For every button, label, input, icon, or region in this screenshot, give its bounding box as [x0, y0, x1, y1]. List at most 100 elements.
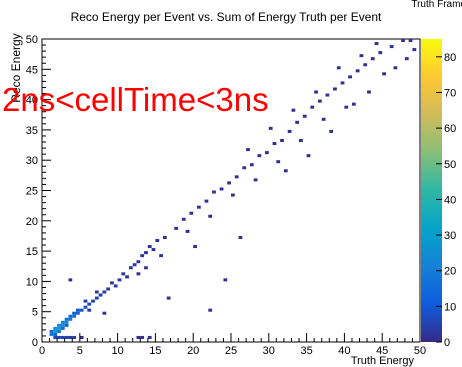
heatmap-bin: [393, 66, 398, 70]
heatmap-bin: [299, 138, 303, 143]
heatmap-bin: [79, 335, 84, 339]
heatmap-bin: [212, 190, 216, 194]
heatmap-bin: [64, 335, 69, 339]
heatmap-bin: [94, 290, 99, 294]
heatmap-bin: [60, 335, 65, 339]
heatmap-bin: [147, 335, 152, 339]
heatmap-bin: [102, 290, 107, 294]
heatmap-bin: [140, 335, 145, 339]
heatmap-bin: [140, 254, 145, 258]
heatmap-bin: [185, 229, 190, 233]
colorbar-tick-label: 40: [444, 194, 456, 206]
heatmap-bin: [189, 211, 194, 215]
heatmap-bin: [144, 266, 148, 270]
heatmap-bin: [57, 335, 61, 339]
heatmap-bin: [155, 238, 160, 243]
heatmap-bin: [64, 320, 69, 324]
colorbar-tick-label: 70: [444, 87, 456, 99]
heatmap-bin: [68, 317, 73, 321]
heatmap-bin: [246, 148, 250, 152]
y-tick-label: 10: [26, 276, 38, 288]
heatmap-bin: [49, 332, 54, 336]
heatmap-bin: [53, 329, 58, 333]
x-tick-label: 30: [263, 345, 275, 357]
heatmap-bin: [53, 335, 58, 339]
heatmap-bin: [193, 245, 197, 249]
y-tick-label: 15: [26, 246, 38, 258]
heatmap-bin: [60, 320, 65, 324]
heatmap-bin: [378, 51, 383, 55]
heatmap-bin: [132, 263, 137, 267]
heatmap-bin: [98, 293, 103, 297]
heatmap-bin: [382, 72, 386, 76]
heatmap-bin: [136, 272, 141, 276]
corner-label: Truth Frame: [411, 0, 462, 10]
x-tick-label: 0: [39, 345, 45, 357]
heatmap-bin: [181, 217, 186, 221]
heatmap-bin: [110, 281, 114, 285]
heatmap-bin: [83, 299, 88, 303]
time-cut-annotation: 2ns<cellTime<3ns: [2, 81, 269, 118]
heatmap-bin: [57, 326, 61, 330]
heatmap-bin: [355, 69, 360, 73]
heatmap-bin: [72, 314, 77, 318]
heatmap-bin: [306, 154, 311, 158]
heatmap-bin: [87, 308, 92, 312]
heatmap-bin: [208, 214, 213, 218]
heatmap-bin: [121, 272, 126, 276]
heatmap-bin: [231, 193, 235, 197]
heatmap-bin: [159, 254, 163, 258]
heatmap-bin: [125, 275, 129, 279]
heatmap-bin: [242, 166, 247, 170]
y-tick-label: 5: [32, 307, 38, 319]
heatmap-bin: [276, 160, 281, 164]
heatmap-bin: [287, 129, 292, 133]
heatmap-bin: [64, 317, 69, 321]
heatmap-bin: [113, 284, 118, 288]
heatmap-bin: [106, 287, 111, 291]
heatmap-bin: [208, 308, 213, 312]
heatmap-bin: [91, 299, 95, 303]
colorbar: [421, 39, 442, 342]
heatmap-bin: [219, 187, 224, 191]
heatmap-bin: [283, 169, 288, 173]
chart-title: Reco Energy per Event vs. Sum of Energy …: [71, 10, 382, 24]
heatmap-bin: [314, 90, 318, 94]
heatmap-bin: [344, 105, 349, 109]
x-tick-label: 45: [376, 345, 388, 357]
heatmap-bin: [83, 305, 88, 309]
heatmap-bin: [136, 335, 141, 339]
heatmap-bin: [53, 332, 58, 336]
heatmap-bin: [302, 114, 307, 118]
heatmap-bin: [147, 245, 152, 249]
colorbar-tick-label: 20: [444, 266, 456, 278]
heatmap-bin: [340, 81, 345, 85]
heatmap-bin: [291, 108, 296, 112]
heatmap-bin: [72, 311, 77, 315]
x-axis-label: Truth Energy: [351, 355, 415, 367]
heatmap-bin: [234, 175, 239, 179]
heatmap-bin: [68, 314, 73, 318]
heatmap-bin: [249, 163, 254, 167]
heatmap-bin: [174, 226, 179, 230]
heatmap-bin: [401, 39, 405, 43]
axis-ticks: 0 5 10 15 20 25 30 35 40 45 50 0 5 10 15 20 25 30 35 40 45 50: [26, 34, 426, 357]
x-tick-label: 5: [77, 345, 83, 357]
heatmap-bin: [348, 75, 352, 79]
x-tick-label: 20: [187, 345, 199, 357]
heatmap-bin: [280, 138, 284, 143]
x-tick-label: 25: [225, 345, 237, 357]
heatmap-bin: [64, 323, 69, 327]
x-tick-label: 15: [149, 345, 161, 357]
y-tick-label: 25: [26, 186, 38, 198]
heatmap-bin: [253, 178, 258, 182]
colorbar-tick-label: 60: [444, 123, 456, 135]
heatmap-bin: [325, 93, 330, 97]
heatmap-bin: [166, 296, 171, 300]
colorbar-ticks: 0 10 20 30 40 50 60 70 80: [436, 52, 456, 349]
heatmap-bin: [128, 266, 133, 270]
y-tick-label: 50: [26, 34, 38, 46]
heatmap-bin: [363, 63, 368, 67]
colorbar-tick-label: 30: [444, 230, 456, 242]
heatmap-bin: [57, 323, 61, 327]
